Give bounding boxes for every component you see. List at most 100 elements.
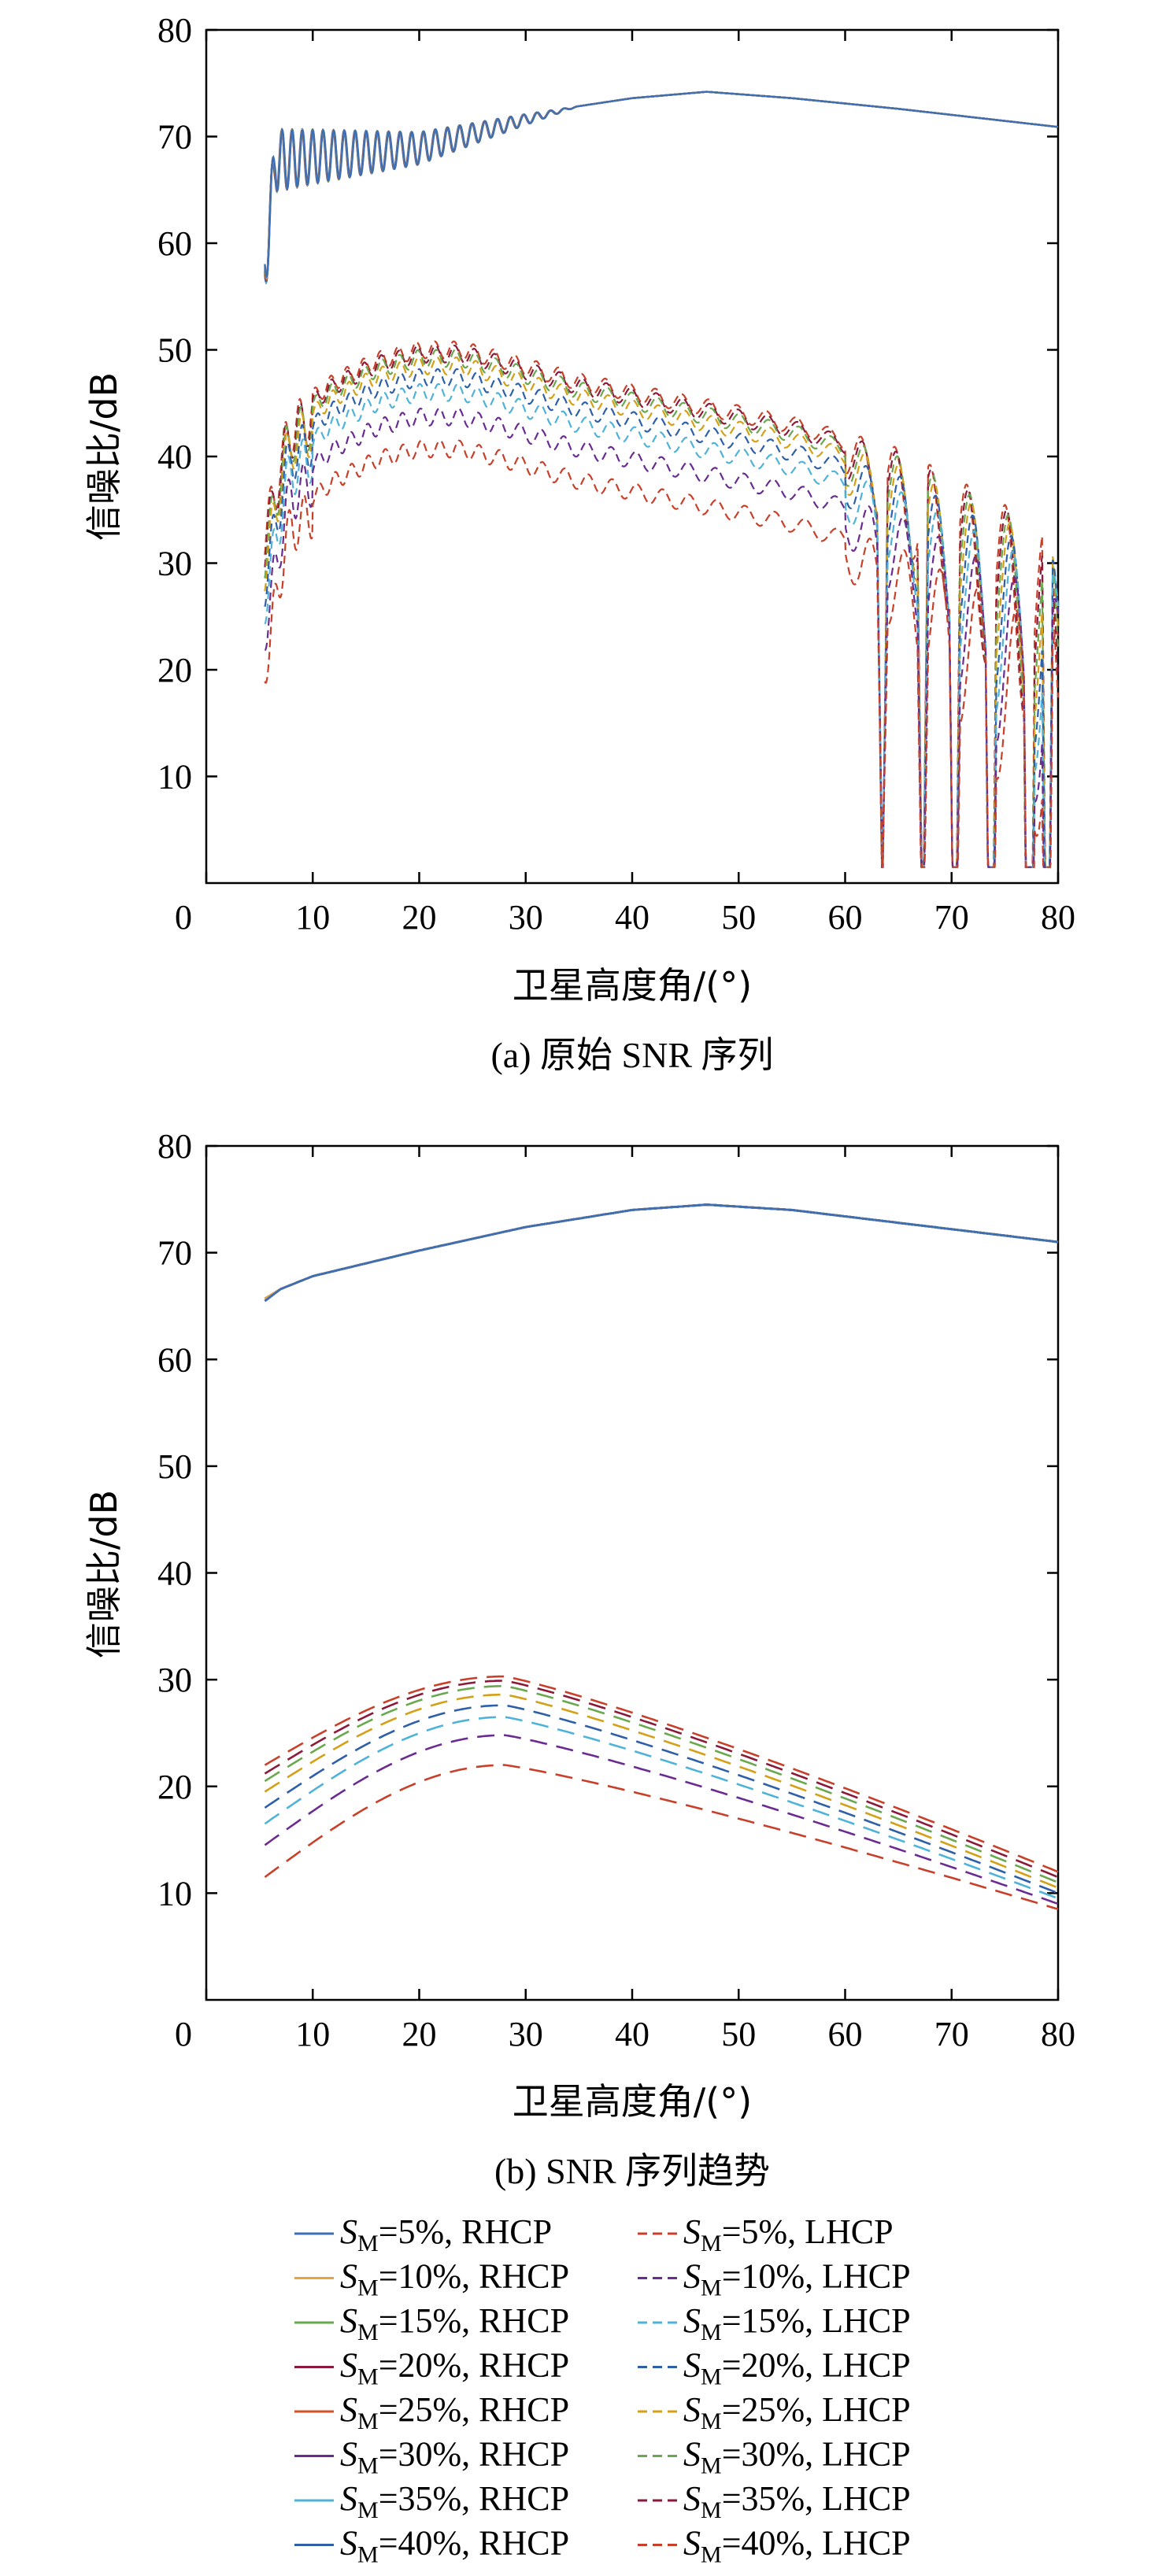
- legend-label: SM=25%, LHCP: [683, 2390, 911, 2434]
- panel-b-rhcp-trend-line: [264, 1203, 1059, 1300]
- x-tick-label: 10: [295, 898, 330, 937]
- y-tick-label: 10: [157, 758, 192, 796]
- x-tick-label: 0: [175, 2015, 192, 2053]
- panel-a-lhcp-series-line: [264, 407, 1060, 868]
- panel-a-lhcp-series-line: [264, 368, 1060, 868]
- panel-b-rhcp-trend-line: [264, 1203, 1059, 1303]
- panel-b-lhcp-trend-line: [264, 1734, 1059, 1905]
- panel-b-lhcp-trend-line: [264, 1675, 1059, 1873]
- panel-a-rhcp-series-line: [264, 91, 1058, 284]
- x-tick-label: 50: [721, 2015, 756, 2053]
- x-tick-label: 70: [934, 898, 969, 937]
- panel-a-chart: 10 20 30 40 50 60 70 80 0 10 20 30 40 50 60 70 80 信噪比/d…: [83, 11, 1075, 1075]
- legend-label: SM=10%, RHCP: [340, 2257, 569, 2301]
- panel-b-rhcp-trend-line: [264, 1203, 1059, 1300]
- y-tick-label: 40: [157, 1554, 192, 1593]
- panel-b-rhcp-trend-line: [264, 1203, 1059, 1300]
- y-tick-label: 70: [157, 1234, 192, 1273]
- y-tick-label: 30: [157, 545, 192, 583]
- legend-entry-rhcp: SM=5%, RHCP: [294, 2212, 552, 2256]
- panel-b-lhcp-trend-line: [264, 1716, 1059, 1900]
- y-tick-label: 60: [157, 1340, 192, 1379]
- panel-b-caption: (b) SNR 序列趋势: [494, 2151, 770, 2191]
- legend-entry-lhcp: SM=10%, LHCP: [638, 2257, 911, 2301]
- panel-b-y-axis-label: 信噪比/dB: [83, 1490, 125, 1658]
- y-tick-label: 50: [157, 331, 192, 370]
- panel-a-lhcp-series-line: [264, 349, 1060, 868]
- panel-b-chart: 10 20 30 40 50 60 70 80 0 10 20 30 40 50 60 70 80 信噪比/d…: [83, 1127, 1075, 2191]
- panel-b-lhcp-trend-line: [264, 1704, 1059, 1894]
- legend-label: SM=20%, RHCP: [340, 2346, 569, 2390]
- panel-b-lhcp-trend-line: [264, 1693, 1059, 1889]
- panel-a-x-axis-label: 卫星高度角/(°): [513, 964, 752, 1007]
- legend-entry-lhcp: SM=20%, LHCP: [638, 2346, 911, 2390]
- panel-b-rhcp-trend-line: [264, 1203, 1059, 1300]
- legend-label: SM=30%, LHCP: [683, 2435, 911, 2479]
- panel-a-rhcp-series-line: [264, 91, 1058, 280]
- legend-label: SM=35%, RHCP: [340, 2479, 569, 2523]
- legend-entry-rhcp: SM=40%, RHCP: [294, 2524, 569, 2568]
- legend-entry-lhcp: SM=25%, LHCP: [638, 2390, 911, 2434]
- panel-b-x-axis-label: 卫星高度角/(°): [513, 2080, 752, 2123]
- legend-entry-lhcp: SM=35%, LHCP: [638, 2479, 911, 2523]
- legend-label: SM=25%, RHCP: [340, 2390, 569, 2434]
- legend-entry-lhcp: SM=30%, LHCP: [638, 2435, 911, 2479]
- y-tick-label: 20: [157, 651, 192, 689]
- legend-label: SM=20%, LHCP: [683, 2346, 911, 2390]
- legend-label: SM=5%, RHCP: [340, 2212, 552, 2256]
- panel-a-lhcp-series-line: [264, 439, 1060, 868]
- x-tick-label: 40: [615, 898, 649, 937]
- legend-label: SM=5%, LHCP: [683, 2212, 894, 2256]
- legend-entry-rhcp: SM=35%, RHCP: [294, 2479, 569, 2523]
- legend-entry-rhcp: SM=10%, RHCP: [294, 2257, 569, 2301]
- panel-b-lhcp-trend-line: [264, 1680, 1059, 1879]
- legend-label: SM=30%, RHCP: [340, 2435, 569, 2479]
- legend-entry-lhcp: SM=15%, LHCP: [638, 2301, 911, 2345]
- panel-a-rhcp-series-line: [264, 91, 1058, 285]
- x-tick-label: 20: [402, 2015, 437, 2053]
- legend-entry-lhcp: SM=40%, LHCP: [638, 2524, 911, 2568]
- x-tick-label: 60: [828, 898, 863, 937]
- panel-a-rhcp-series-line: [264, 91, 1058, 281]
- panel-b-lhcp-trend-line: [264, 1685, 1059, 1884]
- x-tick-label: 10: [295, 2015, 330, 2053]
- panel-b-rhcp-trend-line: [264, 1203, 1059, 1303]
- x-tick-label: 0: [175, 898, 192, 937]
- x-tick-label: 50: [721, 898, 756, 937]
- panel-a-lhcp-series-line: [264, 340, 1060, 868]
- legend-label: SM=15%, LHCP: [683, 2301, 911, 2345]
- panel-a-rhcp-series-line: [264, 91, 1058, 279]
- y-tick-label: 30: [157, 1661, 192, 1699]
- legend-entry-lhcp: SM=5%, LHCP: [638, 2212, 894, 2256]
- y-tick-label: 10: [157, 1874, 192, 1913]
- y-tick-label: 40: [157, 438, 192, 476]
- legend-label: SM=15%, RHCP: [340, 2301, 569, 2345]
- panel-a-rhcp-series-line: [264, 91, 1058, 283]
- x-tick-label: 60: [828, 2015, 863, 2053]
- legend-label: SM=40%, RHCP: [340, 2524, 569, 2568]
- y-tick-label: 80: [157, 1127, 192, 1166]
- panel-b-rhcp-trend-line: [264, 1203, 1059, 1300]
- panel-a-y-axis-label: 信噪比/dB: [83, 372, 125, 541]
- legend-entry-rhcp: SM=25%, RHCP: [294, 2390, 569, 2434]
- y-tick-label: 80: [157, 11, 192, 50]
- legend-entry-rhcp: SM=15%, RHCP: [294, 2301, 569, 2345]
- panel-a-lhcp-series-line: [264, 383, 1060, 868]
- y-tick-label: 70: [157, 118, 192, 157]
- legend-entry-rhcp: SM=20%, RHCP: [294, 2346, 569, 2390]
- panel-b-rhcp-trend-line: [264, 1203, 1059, 1303]
- legend-entry-rhcp: SM=30%, RHCP: [294, 2435, 569, 2479]
- panel-a-lhcp-series-line: [264, 345, 1060, 868]
- y-tick-label: 20: [157, 1768, 192, 1806]
- x-tick-label: 30: [509, 898, 543, 937]
- panel-a-rhcp-series-line: [264, 91, 1058, 281]
- panel-b-lhcp-trend-line: [264, 1764, 1059, 1910]
- panel-a-rhcp-series-line: [264, 91, 1058, 281]
- legend-label: SM=10%, LHCP: [683, 2257, 911, 2301]
- y-tick-label: 60: [157, 224, 192, 263]
- panel-a-caption: (a) 原始 SNR 序列: [490, 1035, 773, 1075]
- x-tick-label: 40: [615, 2015, 649, 2053]
- legend-label: SM=40%, LHCP: [683, 2524, 911, 2568]
- legend-label: SM=35%, LHCP: [683, 2479, 911, 2523]
